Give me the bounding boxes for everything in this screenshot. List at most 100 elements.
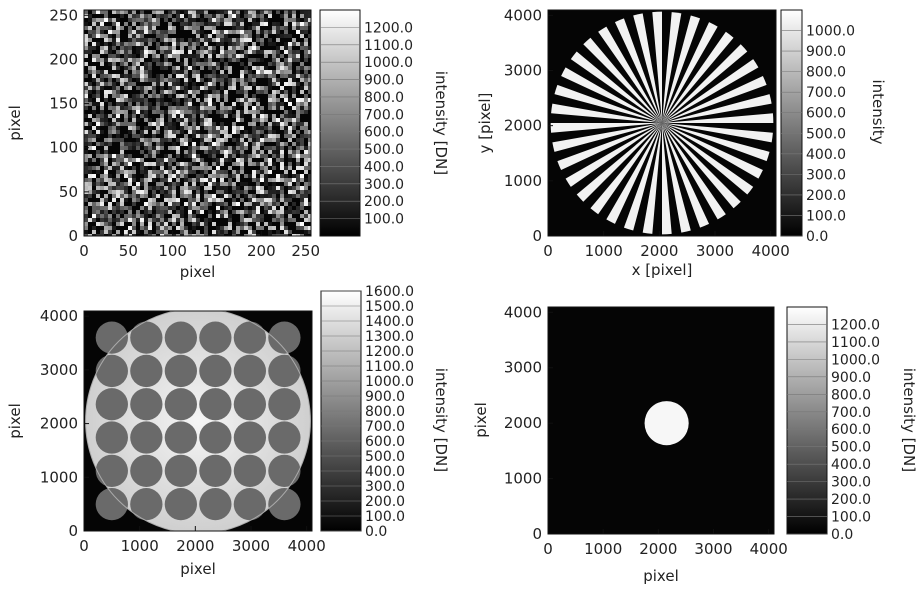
noise-pixel [284,98,288,102]
noise-pixel [124,158,128,162]
noise-pixel [220,94,224,98]
noise-pixel [156,10,160,14]
noise-pixel [124,62,128,66]
noise-pixel [308,34,311,38]
noise-pixel [152,110,156,114]
noise-pixel [220,162,224,166]
noise-pixel [184,142,188,146]
noise-pixel [212,178,216,182]
noise-pixel [176,174,180,178]
noise-pixel [272,26,276,30]
noise-pixel [284,62,288,66]
noise-pixel [116,134,120,138]
noise-pixel [268,102,272,106]
noise-pixel [176,18,180,22]
noise-pixel [136,138,140,142]
noise-pixel [228,54,232,58]
star-spoke [662,22,718,123]
noise-pixel [88,46,92,50]
noise-pixel [132,230,136,234]
noise-pixel [264,18,268,22]
noise-pixel [216,66,220,70]
noise-pixel [232,38,236,42]
noise-pixel [196,38,200,42]
noise-pixel [92,134,96,138]
noise-pixel [96,166,100,170]
x-tick-label: 1000 [584,540,622,558]
noise-pixel [144,226,148,230]
noise-pixel [196,234,200,236]
noise-pixel [172,42,176,46]
noise-pixel [280,126,284,130]
noise-pixel [128,162,132,166]
noise-pixel [300,202,304,206]
noise-pixel [204,26,208,30]
noise-pixel [184,18,188,22]
noise-pixel [136,146,140,150]
noise-pixel [152,218,156,222]
noise-pixel [132,10,136,14]
noise-pixel [156,106,160,110]
noise-pixel [88,122,92,126]
noise-pixel [232,14,236,18]
noise-pixel [100,74,104,78]
colorbar: 0.0100.0200.0300.0400.0500.0600.0700.080… [786,306,918,543]
noise-pixel [104,150,108,154]
noise-pixel [204,218,208,222]
noise-pixel [240,162,244,166]
noise-pixel [288,230,292,234]
noise-pixel [128,106,132,110]
noise-pixel [140,74,144,78]
noise-pixel [200,134,204,138]
noise-pixel [228,66,232,70]
noise-pixel [260,90,264,94]
noise-pixel [108,50,112,54]
noise-pixel [252,42,256,46]
noise-pixel [148,74,152,78]
star-spoke [623,123,662,231]
noise-pixel [204,126,208,130]
noise-pixel [240,218,244,222]
noise-pixel [224,38,228,42]
noise-pixel [232,50,236,54]
noise-pixel [236,46,240,50]
noise-pixel [228,154,232,158]
noise-pixel [244,38,248,42]
noise-pixel [140,142,144,146]
noise-pixel [92,210,96,214]
noise-pixel [140,134,144,138]
noise-pixel [180,210,184,214]
noise-pixel [240,154,244,158]
noise-pixel [140,54,144,58]
noise-pixel [232,22,236,26]
colorbar-tick-label: 1000.0 [806,24,855,40]
noise-pixel [204,190,208,194]
noise-pixel [172,202,176,206]
noise-pixel [84,214,88,218]
noise-pixel [252,170,256,174]
noise-pixel [128,102,132,106]
noise-pixel [224,50,228,54]
noise-pixel [172,146,176,150]
colorbar-tick-label: 1000.0 [365,374,414,390]
noise-pixel [140,58,144,62]
noise-pixel [240,42,244,46]
noise-pixel [252,74,256,78]
noise-pixel [296,142,300,146]
noise-pixel [172,194,176,198]
noise-pixel [204,82,208,86]
noise-pixel [280,46,284,50]
noise-pixel [304,166,308,170]
noise-pixel [256,34,260,38]
noise-pixel [180,186,184,190]
noise-pixel [268,162,272,166]
noise-pixel [128,218,132,222]
noise-pixel [260,186,264,190]
noise-pixel [188,214,192,218]
dark-spot [199,488,232,521]
noise-pixel [168,122,172,126]
noise-pixel [244,102,248,106]
y-tick-label: 0 [532,525,542,543]
noise-pixel [176,58,180,62]
noise-pixel [164,78,168,82]
